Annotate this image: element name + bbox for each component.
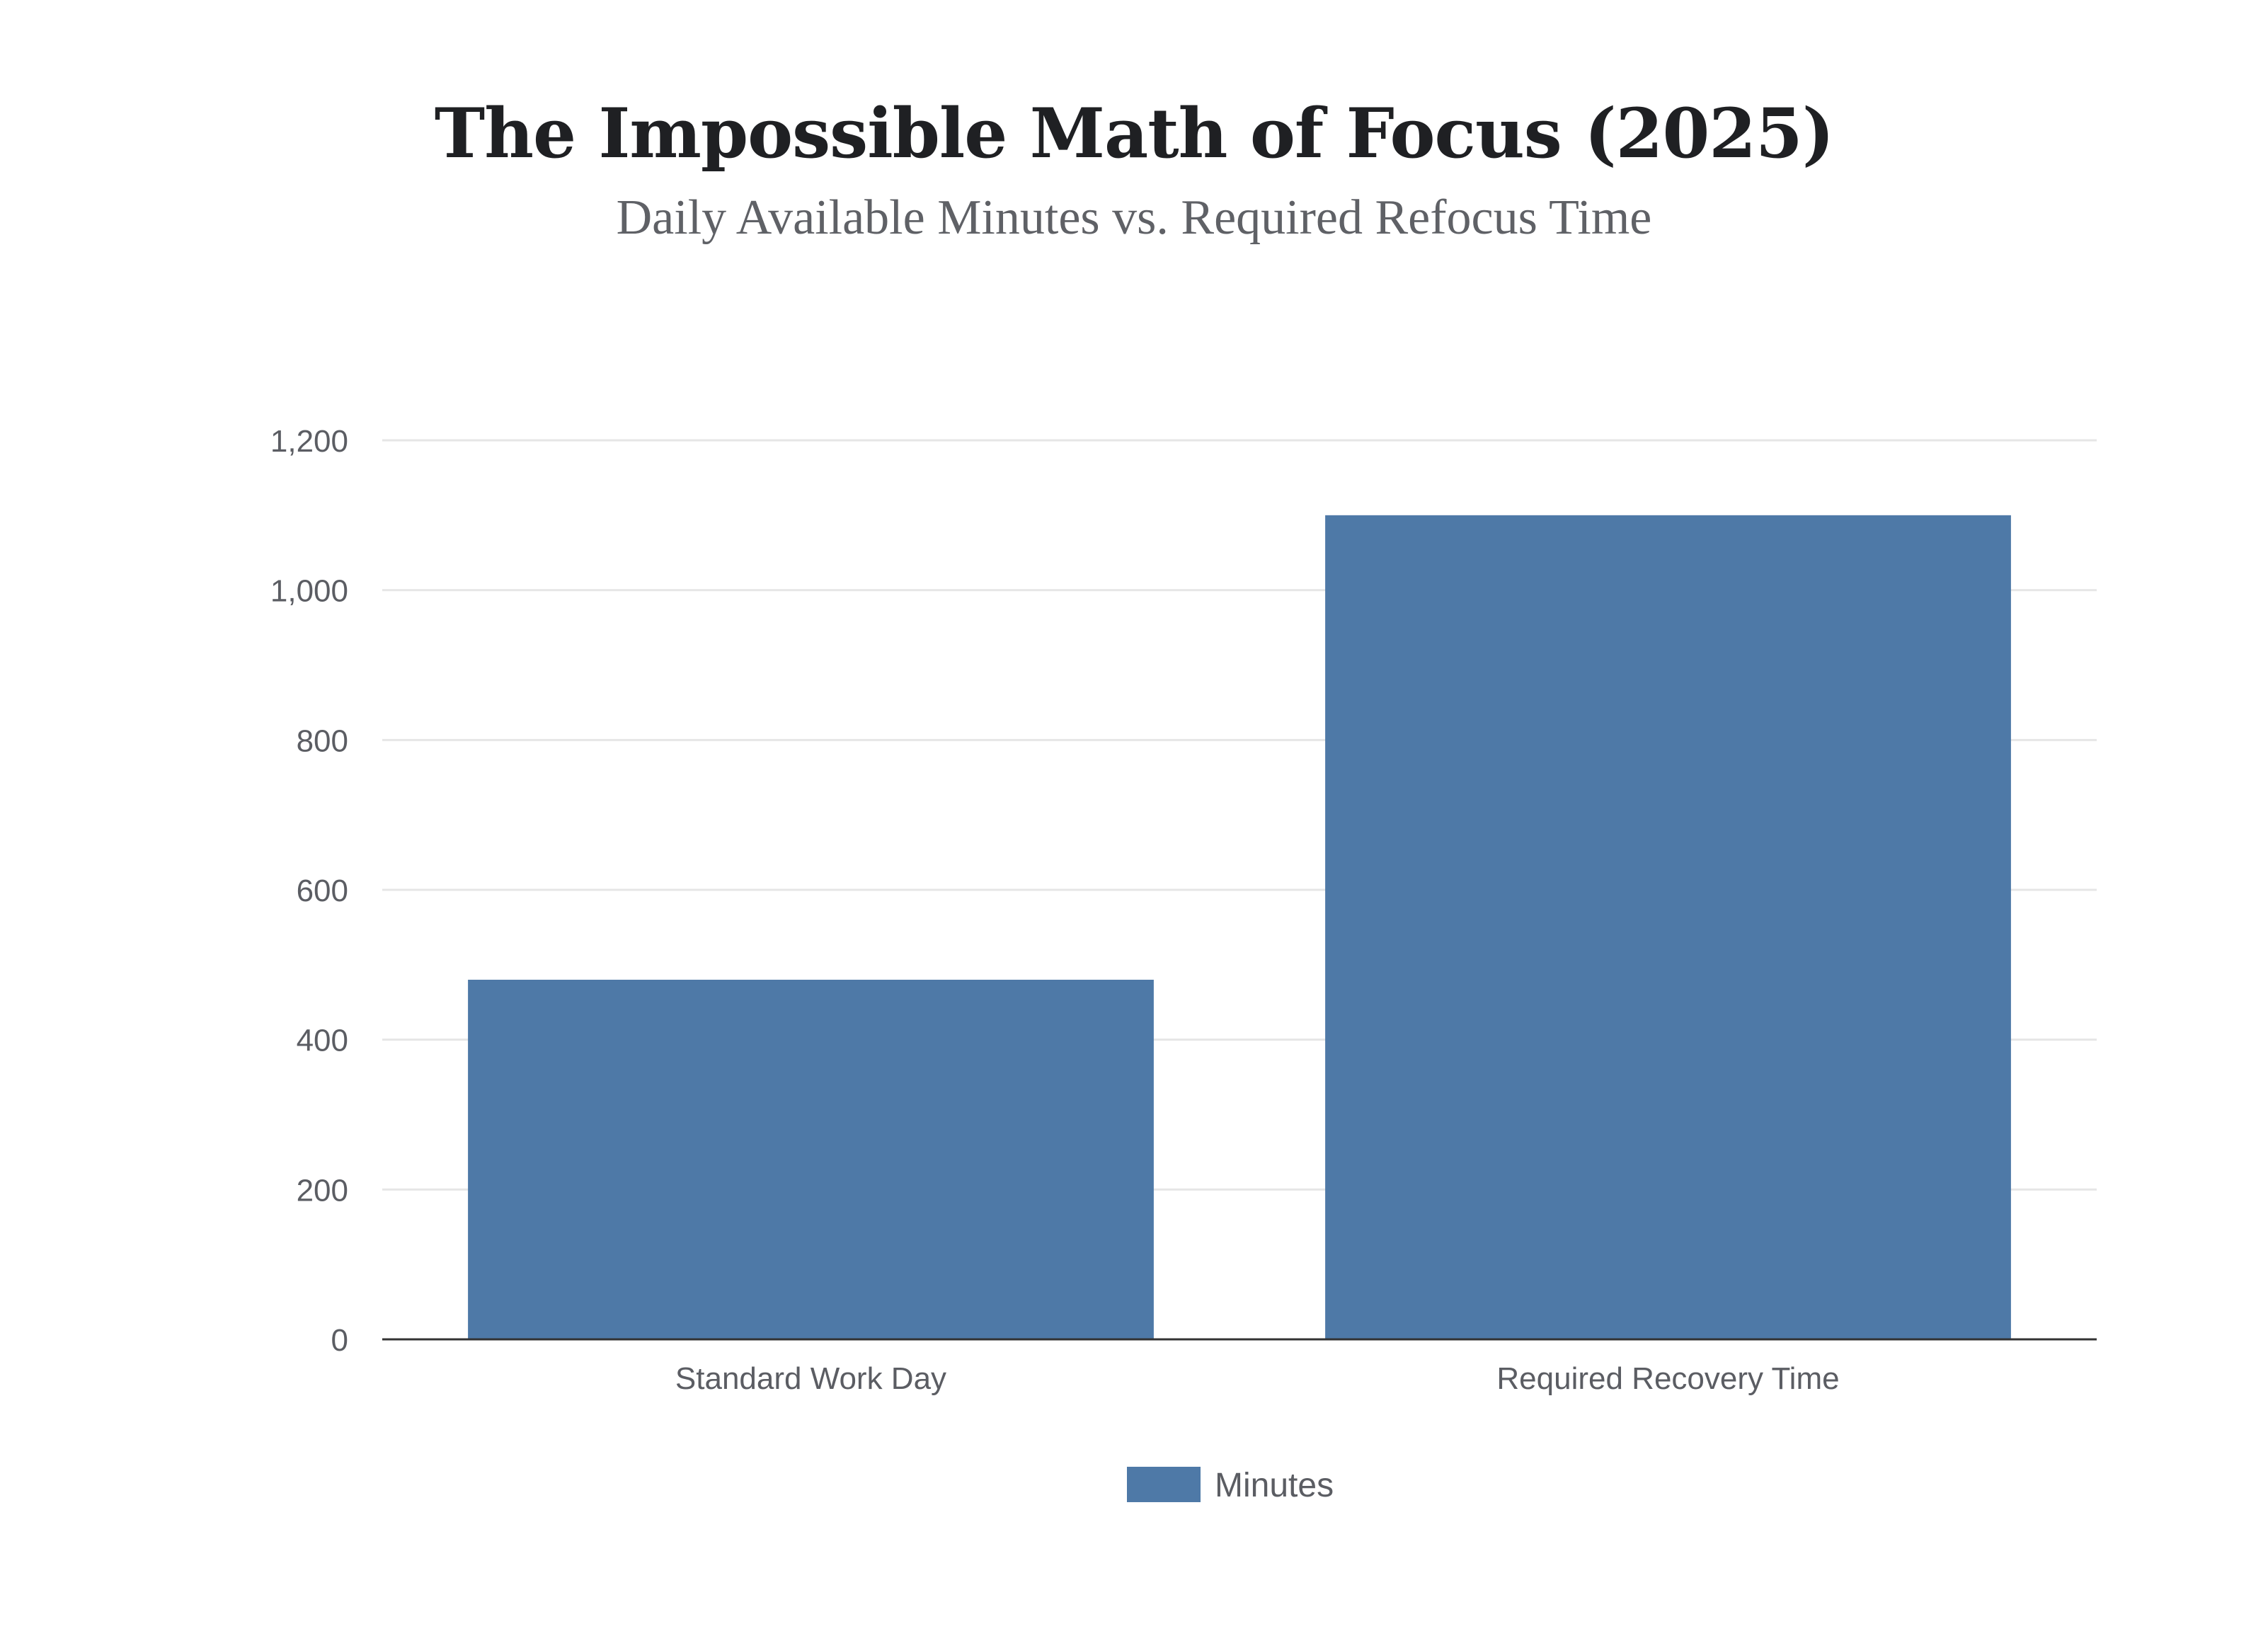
bars xyxy=(468,515,2011,1340)
chart-title: The Impossible Math of Focus (2025) xyxy=(434,93,1835,173)
legend-swatch xyxy=(1127,1467,1201,1502)
labels: 0 200 400 600 800 1,000 1,200 Standard Work Day… xyxy=(270,424,1840,1396)
x-tick-label: Standard Work Day xyxy=(675,1361,946,1396)
y-tick-label: 600 xyxy=(297,874,348,908)
y-tick-label: 800 xyxy=(297,723,348,758)
y-tick-label: 1,200 xyxy=(270,424,348,459)
bar xyxy=(468,980,1154,1339)
chart-subtitle: Daily Available Minutes vs. Required Ref… xyxy=(616,190,1652,245)
y-tick-label: 200 xyxy=(297,1173,348,1208)
y-tick-label: 400 xyxy=(297,1024,348,1058)
y-tick-label: 1,000 xyxy=(270,574,348,609)
y-tick-label: 0 xyxy=(331,1323,348,1358)
legend-label: Minutes xyxy=(1215,1467,1334,1504)
legend: Minutes xyxy=(1127,1467,1334,1504)
bar xyxy=(1325,515,2011,1340)
x-tick-label: Required Recovery Time xyxy=(1496,1361,1839,1396)
